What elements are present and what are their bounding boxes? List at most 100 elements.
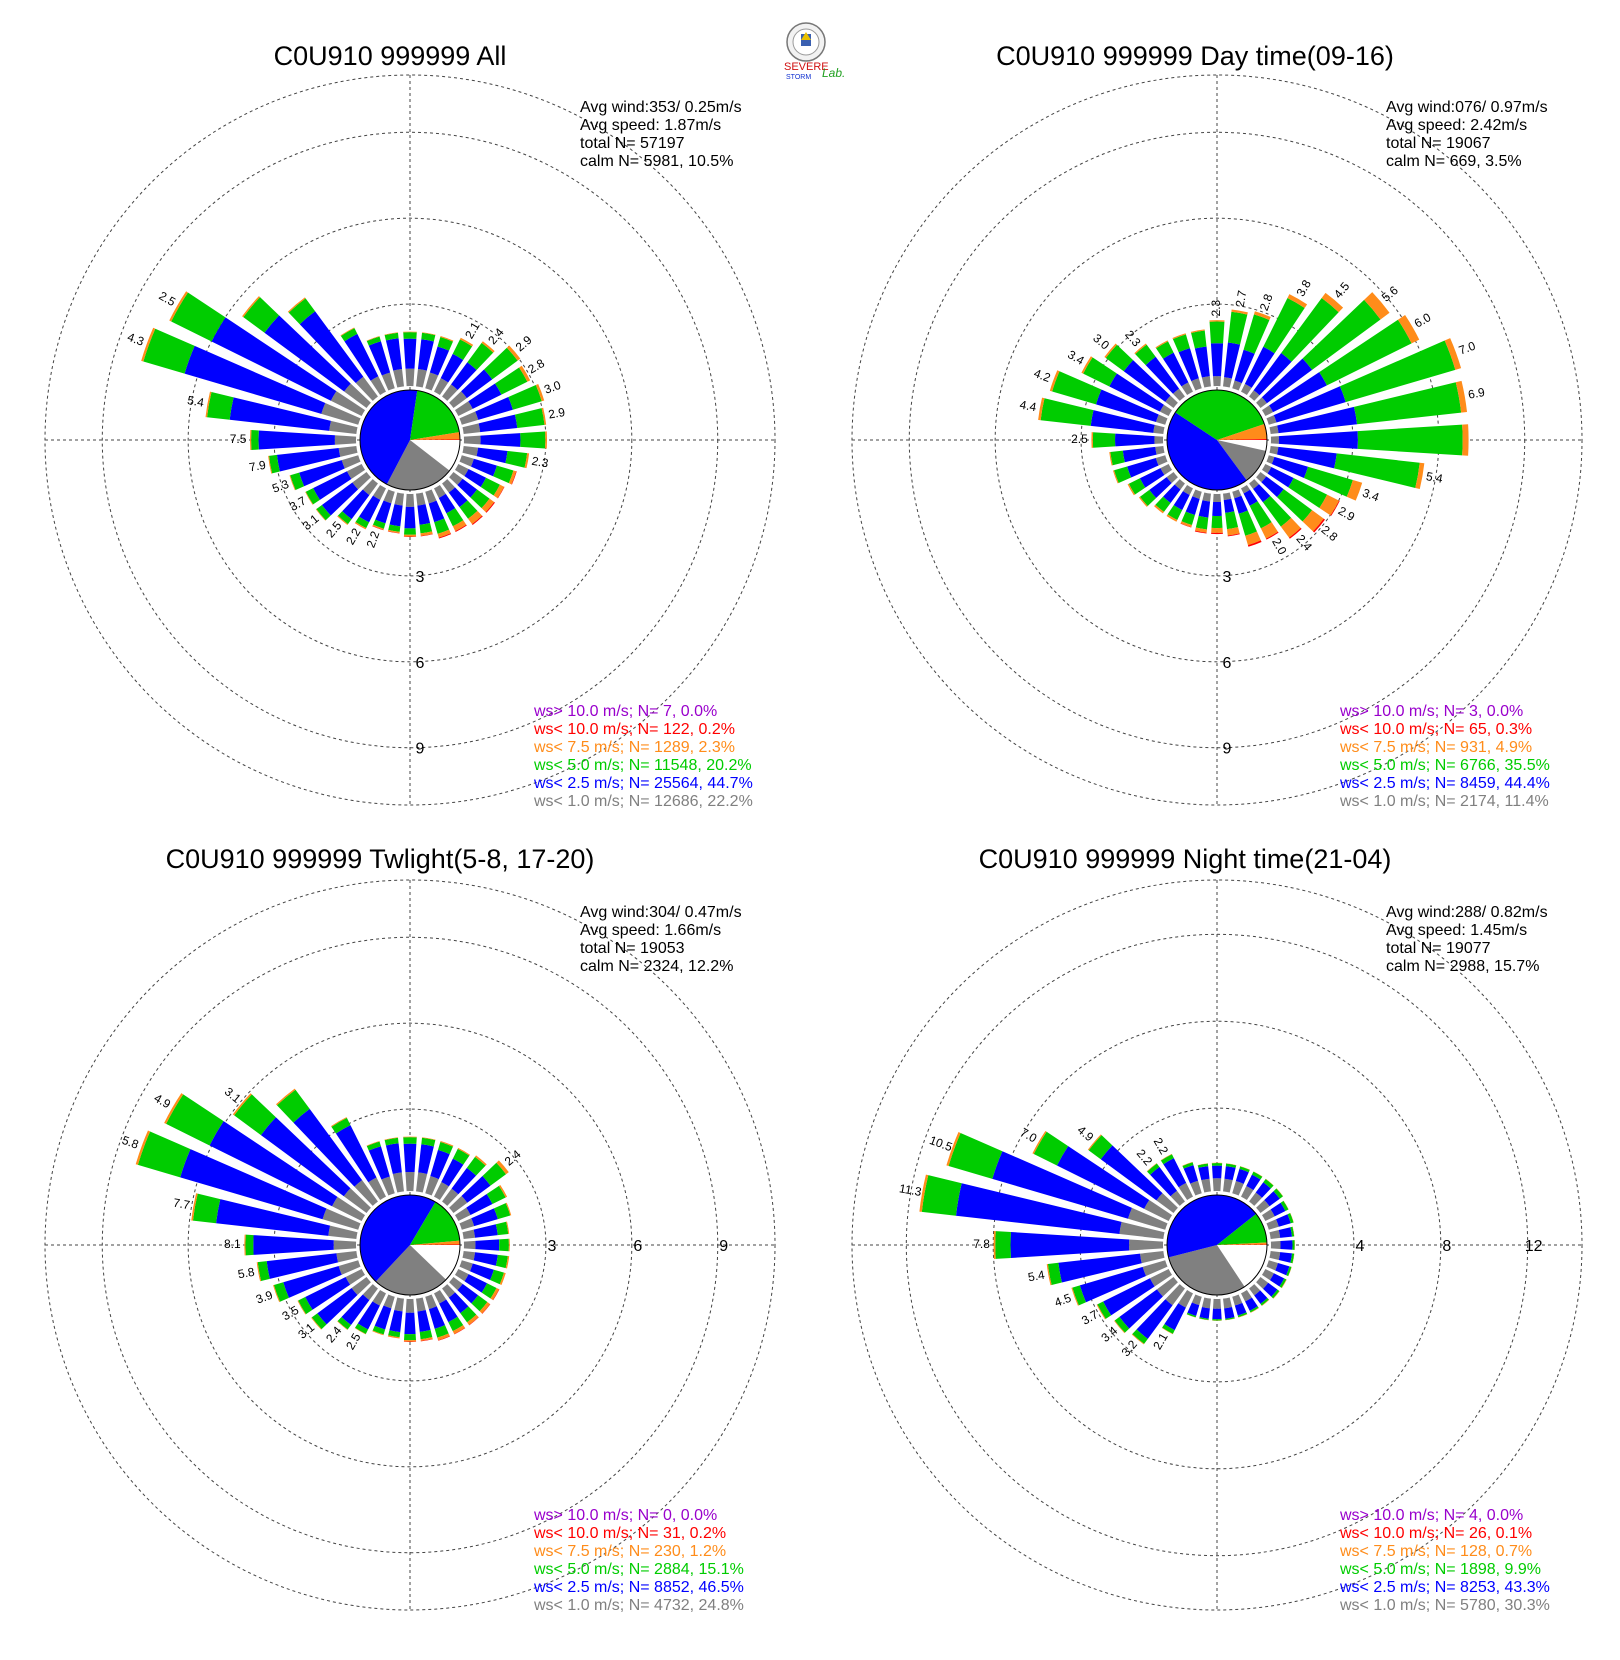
direction-spoke [1046,1251,1165,1286]
spoke-segment [1232,380,1242,391]
spoke-value-label: 3.0 [542,378,563,397]
spoke-segment [417,504,431,525]
direction-spoke [1249,479,1302,539]
spoke-segment [1261,464,1272,474]
spoke-segment [288,298,316,325]
stat-line: total N= 19053 [580,940,685,957]
spoke-segment [184,345,326,414]
spoke-segment [340,327,355,336]
spoke-segment [1256,397,1267,408]
center-pie [1166,1194,1268,1296]
spoke-segment [335,1125,377,1183]
direction-spoke [311,1277,371,1330]
pie-slice [1217,423,1267,440]
spoke-segment [422,332,436,336]
spoke-segment [381,372,395,391]
stat-line: calm N= 5981, 10.5% [580,153,733,170]
direction-spoke [1266,455,1363,501]
spoke-segment [1211,515,1223,529]
spoke-segment [311,1317,322,1330]
spoke-segment [1163,1158,1187,1188]
spoke-segment [1249,1284,1261,1296]
spoke-segment [1243,489,1258,506]
spoke-segment [440,336,454,342]
spoke-segment [1244,346,1275,388]
direction-spoke [1261,315,1420,416]
spoke-segment [473,1224,498,1238]
spoke-segment [485,502,495,513]
spoke-segment [311,1313,327,1330]
spoke-segment [191,1193,198,1221]
spoke-segment [459,500,478,519]
spoke-segment [1261,476,1284,498]
spoke-segment [1256,472,1267,483]
direction-spoke [1180,489,1202,528]
spoke-segment [1211,527,1223,533]
direction-spoke [459,455,517,485]
center-pie [1166,389,1268,491]
spoke-segment [449,391,467,408]
direction-spoke [1249,1178,1274,1206]
spoke-segment [305,488,320,505]
direction-spoke [462,1221,510,1239]
spoke-segment [448,1316,464,1332]
direction-spoke [191,1193,358,1239]
spoke-segment [468,510,483,525]
direction-spoke [416,1297,433,1342]
spoke-segment [289,475,296,491]
direction-spoke [403,331,417,387]
spoke-segment [438,533,452,539]
spoke-value-label: 3.5 [280,1303,302,1324]
spoke-segment [1238,510,1257,536]
spoke-segment [341,1294,370,1325]
wind-rose-panel: C0U910 999999 Day time(09-16) 3 6 9 2.3 2.7 2.… [851,41,1583,810]
spoke-segment [467,342,494,371]
stat-line: Avg wind:288/ 0.82m/s [1386,904,1548,921]
spoke-segment [1261,1209,1275,1221]
spoke-segment [1040,398,1094,426]
pie-slice [410,1244,460,1245]
spoke-segment [520,431,546,449]
pie-slice [375,1245,447,1295]
spoke-value-label: 3.1 [222,1084,244,1106]
direction-spoke [330,1117,386,1201]
direction-spoke [169,291,366,416]
spoke-segment [440,1141,454,1147]
stat-line: Avg speed: 1.66m/s [580,922,721,939]
spoke-segment [451,362,477,390]
spoke-segment [524,453,530,469]
stat-line: total N= 19067 [1386,135,1491,152]
spoke-segment [1114,466,1132,483]
spoke-segment [332,1196,366,1221]
spoke-segment [1186,1312,1197,1318]
spoke-segment [1249,1306,1259,1313]
spoke-value-label: 2.9 [547,405,566,422]
spoke-segment [344,333,379,381]
spoke-segment [416,1297,426,1312]
legend-entry: ws< 1.0 m/s; N= 5780, 30.3% [1339,1597,1550,1614]
direction-spoke [1197,1163,1211,1193]
spoke-segment [266,1253,339,1279]
spoke-value-label: 3.1 [300,511,322,533]
spoke-segment [505,1255,510,1269]
spoke-segment [919,1174,929,1212]
spoke-segment [1211,532,1223,535]
spoke-segment [1280,517,1301,538]
spoke-segment [1444,338,1462,370]
spoke-segment [1264,1191,1280,1207]
legend-entry: ws< 5.0 m/s; N= 1898, 9.9% [1339,1561,1541,1578]
direction-spoke [1223,309,1248,388]
spoke-value-label: 4.5 [1053,1291,1074,1310]
direction-spoke [449,1160,509,1213]
spoke-segment [403,1341,417,1342]
spoke-value-label: 4.5 [1331,279,1353,301]
spoke-segment [1290,1226,1295,1237]
spoke-segment [1159,404,1173,416]
spoke-segment [467,1314,479,1325]
stat-line: Avg wind:076/ 0.97m/s [1386,99,1548,116]
spoke-segment [1162,1324,1175,1334]
spoke-segment [368,341,391,376]
direction-spoke [1249,292,1344,401]
spoke-segment [1195,515,1209,530]
